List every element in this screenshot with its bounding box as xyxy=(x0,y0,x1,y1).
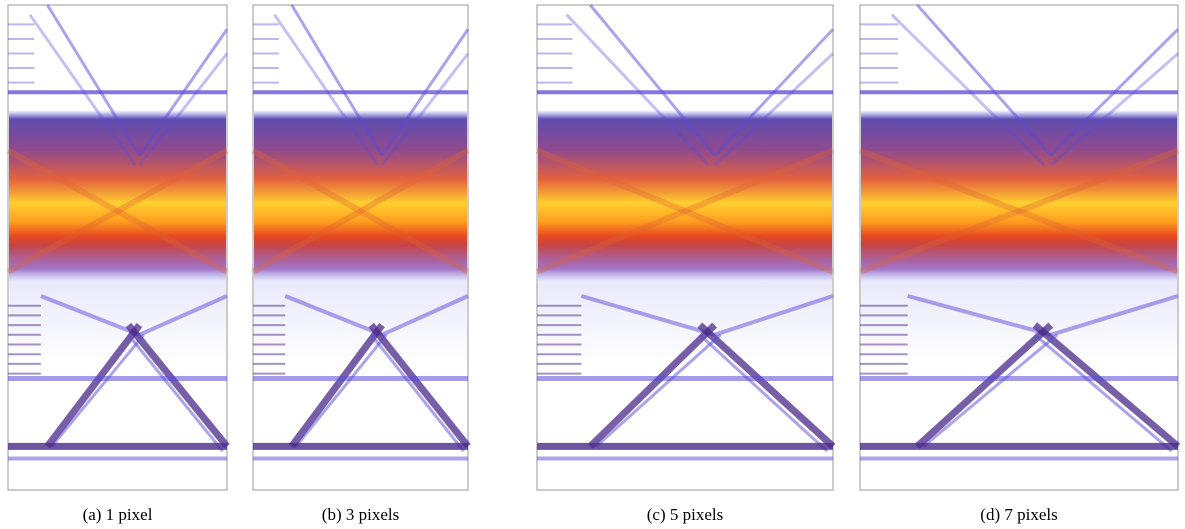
trace xyxy=(368,322,471,449)
density-band xyxy=(538,65,832,365)
trace xyxy=(713,52,835,167)
trace xyxy=(138,294,228,337)
trace xyxy=(288,323,385,449)
panels: (a) 1 pixel (b) 3 pixels (c) 5 pixels (d) 7… xyxy=(6,4,1181,524)
trace xyxy=(535,147,835,275)
trace xyxy=(907,294,1052,337)
trace xyxy=(50,333,145,448)
caption: (c) 5 pixels xyxy=(647,505,723,524)
density-band xyxy=(9,65,226,365)
trace xyxy=(1032,322,1181,450)
panel: (d) 7 pixels xyxy=(858,4,1181,524)
trace xyxy=(916,4,1052,157)
trace xyxy=(380,52,470,166)
panel: (a) 1 pixel xyxy=(6,4,230,524)
trace xyxy=(697,322,836,449)
trace xyxy=(251,147,470,275)
trace xyxy=(290,4,384,157)
trace xyxy=(370,333,465,453)
caption: (b) 3 pixels xyxy=(322,505,399,524)
panel: (b) 3 pixels xyxy=(251,4,471,524)
trace xyxy=(6,147,229,275)
trace xyxy=(1033,333,1173,453)
trace xyxy=(890,13,1046,167)
trace xyxy=(858,147,1180,275)
trace xyxy=(46,4,141,157)
trace xyxy=(273,13,379,166)
trace xyxy=(595,333,722,448)
trace xyxy=(294,333,388,448)
trace xyxy=(922,333,1059,448)
trace xyxy=(580,294,716,337)
trace xyxy=(858,147,1180,275)
trace xyxy=(40,294,141,337)
density-band xyxy=(861,65,1177,365)
trace xyxy=(565,13,710,167)
trace xyxy=(535,147,835,275)
trace xyxy=(587,322,718,449)
trace xyxy=(251,147,470,275)
panel: (c) 5 pixels xyxy=(535,4,836,524)
trace xyxy=(127,333,224,453)
trace xyxy=(44,322,143,449)
caption: (a) 1 pixel xyxy=(83,505,153,524)
density-band xyxy=(254,65,467,365)
trace xyxy=(381,294,469,337)
trace xyxy=(713,294,834,337)
trace xyxy=(914,322,1054,449)
trace xyxy=(125,322,230,449)
trace xyxy=(28,13,137,166)
trace xyxy=(138,52,229,166)
caption: (d) 7 pixels xyxy=(980,505,1057,524)
trace xyxy=(284,294,383,337)
trace xyxy=(1049,52,1179,167)
trace xyxy=(6,147,229,275)
trace xyxy=(589,4,716,157)
trace xyxy=(698,333,829,453)
trace xyxy=(1050,294,1179,337)
